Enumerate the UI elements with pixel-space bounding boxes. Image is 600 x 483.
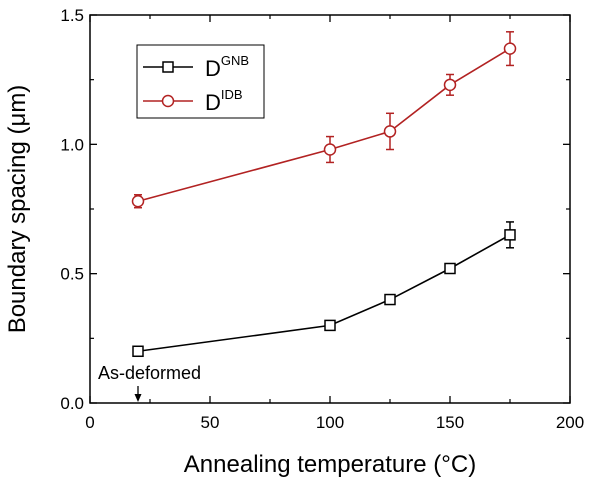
y-axis-title: Boundary spacing (μm) <box>4 85 31 334</box>
y-tick-label: 0.5 <box>60 265 84 284</box>
series-layer <box>131 31 517 358</box>
data-point-circle <box>383 125 397 138</box>
legend-gnb-marker <box>162 61 174 73</box>
data-point-square <box>384 293 396 306</box>
y-tick-label: 0.0 <box>60 394 84 413</box>
data-point-circle <box>323 143 337 156</box>
x-tick-label: 0 <box>85 413 94 432</box>
data-point-square <box>132 345 144 358</box>
annotation-arrow-head <box>134 394 142 402</box>
tick-labels: 0 50 100 150 200 0.0 0.5 1.0 1.5 <box>60 6 584 432</box>
data-point-square <box>444 262 456 275</box>
legend-idb-label: DIDB <box>205 87 243 115</box>
y-tick-label: 1.5 <box>60 6 84 25</box>
x-tick-label: 150 <box>436 413 464 432</box>
legend-gnb-main: D <box>205 56 221 81</box>
series-line-gnb <box>137 234 511 353</box>
legend-idb-main: D <box>205 90 221 115</box>
x-tick-label: 100 <box>316 413 344 432</box>
legend-idb-sup: IDB <box>221 87 243 102</box>
x-tick-label: 200 <box>556 413 584 432</box>
data-point-square <box>324 319 336 332</box>
x-axis-title: Annealing temperature (°C) <box>184 451 476 478</box>
annotation-as-deformed: As-deformed <box>98 363 201 383</box>
legend-gnb-sup: GNB <box>221 53 249 68</box>
data-point-square <box>504 229 516 241</box>
data-point-circle <box>443 78 457 92</box>
legend-gnb-label: DGNB <box>205 53 249 81</box>
tick-marks <box>89 14 571 404</box>
data-point-circle <box>503 42 517 55</box>
x-tick-label: 50 <box>201 413 220 432</box>
legend: DGNB DIDB <box>136 44 265 119</box>
data-point-circle <box>131 194 145 208</box>
legend-idb-marker <box>161 94 175 108</box>
y-tick-label: 1.0 <box>60 135 84 154</box>
legend-box <box>136 44 265 119</box>
